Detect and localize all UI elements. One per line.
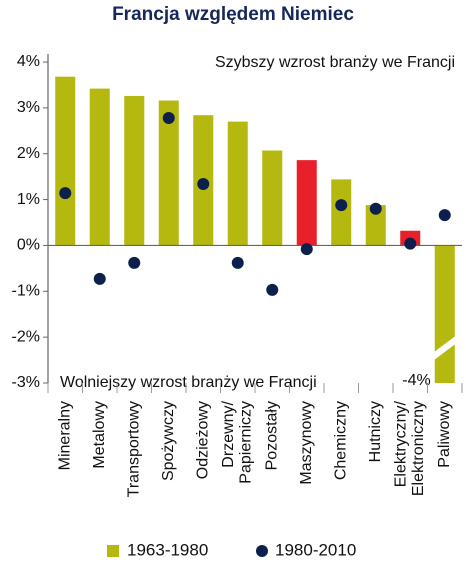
- bar: [365, 205, 386, 246]
- chart-title: Francja względem Niemiec: [112, 4, 354, 25]
- annotation: Wolniejszy wzrost branży we Francji: [60, 374, 317, 391]
- dot: [197, 177, 210, 190]
- x-tick-label: Elektryczny/Elektroniczny: [393, 400, 428, 496]
- bar: [124, 95, 145, 246]
- x-tick-label: Hutniczy: [367, 401, 384, 462]
- dot: [59, 187, 72, 200]
- x-tick-label: Drzewny/Papierniczy: [220, 400, 255, 483]
- annotation: Szybszy wzrost branży we Francji: [215, 54, 455, 71]
- dot: [369, 202, 382, 215]
- y-tick-label: 4%: [17, 53, 40, 70]
- y-tick-label: 3%: [17, 99, 40, 116]
- bar: [158, 100, 179, 246]
- y-tick-label: 1%: [17, 191, 40, 208]
- dot: [93, 272, 106, 285]
- x-tick-label: Maszynowy: [298, 401, 315, 485]
- y-tick-label: 2%: [17, 145, 40, 162]
- dot: [438, 209, 451, 222]
- bar: [89, 88, 110, 246]
- x-tick-label: Mineralny: [56, 401, 73, 470]
- x-tick-label: Pozostały: [263, 401, 280, 470]
- dot: [404, 237, 417, 250]
- legend-swatch: [256, 545, 268, 557]
- x-tick-label: Metalowy: [91, 401, 108, 469]
- x-tick-label: Spożywczy: [160, 401, 177, 481]
- y-tick-label: -2%: [12, 328, 40, 345]
- dot: [300, 243, 313, 256]
- legend-swatch: [107, 545, 119, 557]
- legend-label: 1963-1980: [127, 540, 208, 559]
- bar: [296, 160, 317, 246]
- dot: [231, 256, 244, 269]
- bar: [227, 121, 248, 246]
- dot: [128, 256, 141, 269]
- value-label: -4%: [402, 372, 430, 389]
- dot: [266, 283, 279, 296]
- x-tick-label: Odzieżowy: [194, 401, 211, 479]
- y-tick-label: -1%: [12, 283, 40, 300]
- dot: [162, 111, 175, 124]
- x-tick-label: Chemiczny: [332, 401, 349, 480]
- bar: [331, 179, 352, 246]
- legend-label: 1980-2010: [275, 540, 356, 559]
- x-tick-label: Paliwowy: [436, 401, 453, 468]
- y-tick-label: -3%: [12, 374, 40, 391]
- y-tick-label: 0%: [17, 237, 40, 254]
- bar: [55, 76, 76, 246]
- axis-break: [432, 335, 457, 361]
- x-tick-label: Transportowy: [125, 401, 142, 497]
- bar: [262, 150, 283, 246]
- dot: [335, 199, 348, 212]
